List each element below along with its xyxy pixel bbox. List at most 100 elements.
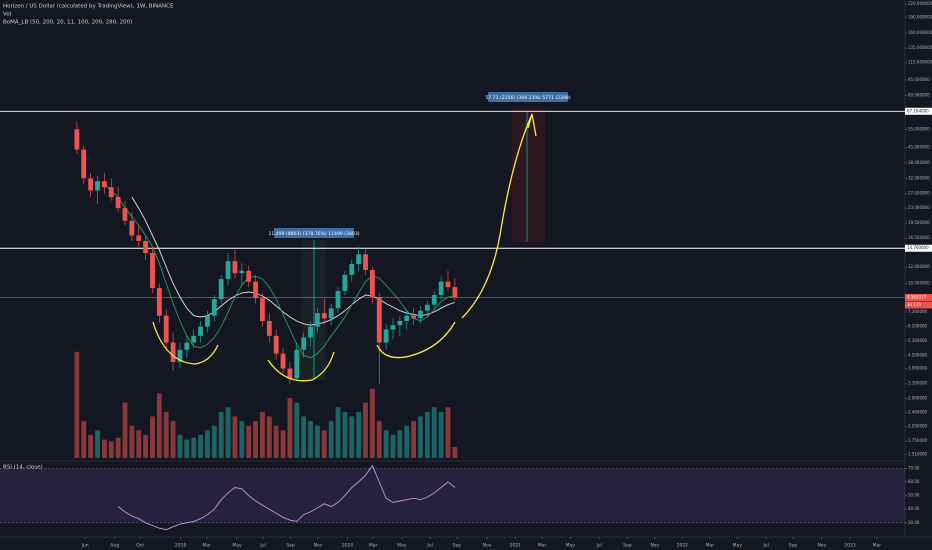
candle-body (342, 274, 348, 291)
candle-body (101, 181, 107, 188)
y-tick-label: 3.300000 (908, 381, 928, 386)
y-tick-label: 190.000000 (908, 14, 932, 19)
rsi-line (117, 464, 456, 531)
volume-bar (143, 434, 149, 458)
candle-body (95, 181, 100, 191)
level-tag (905, 293, 932, 301)
yellow-curve (376, 321, 456, 359)
drawings (152, 113, 537, 382)
annotation-box (274, 228, 354, 238)
candle-body (315, 313, 320, 327)
candle-body (418, 310, 423, 319)
x-tick-label: Mar (706, 543, 715, 549)
volume-bar (383, 430, 389, 458)
measure-box (512, 108, 545, 242)
y-tick-label: 3.900000 (908, 366, 928, 371)
volume-bar (280, 430, 286, 458)
volume-bar (342, 411, 348, 458)
indicator-label: Vol (3, 12, 12, 18)
y-tick-label: 135.000000 (908, 45, 932, 50)
yellow-curve (152, 321, 219, 365)
annotation: 57.71 (2356) (366.23%) 5771 (2398) (485, 95, 570, 101)
candle-body (431, 294, 437, 305)
volume-bar (431, 407, 437, 458)
candle-body (74, 129, 80, 150)
volume-bar (184, 439, 190, 458)
candle-body (211, 299, 217, 316)
volume-bar (232, 416, 238, 458)
x-tick-label: Mar (538, 543, 547, 549)
volume-bar (376, 421, 382, 458)
rsi-band (0, 468, 905, 523)
candle-body (232, 261, 238, 274)
level-tag (905, 107, 932, 115)
candle-body (143, 240, 149, 254)
x-tick-label: Mar (873, 543, 882, 549)
volume-bar (218, 411, 224, 458)
volume-bar (315, 425, 320, 458)
volume-bar (74, 351, 80, 458)
volume-bar (328, 421, 334, 458)
candle-body (266, 321, 272, 336)
countdown-tag (905, 301, 932, 309)
moving-average (104, 183, 455, 359)
rsi-tick-label: 70.00 (908, 465, 920, 470)
x-tick-label: May (733, 543, 743, 549)
x-tick-label: Nov (817, 543, 826, 549)
volume-bar (411, 421, 417, 458)
x-tick-label: Nov (650, 543, 659, 549)
candle-body (198, 326, 203, 336)
volume-bar (260, 411, 265, 458)
x-tick-label: Mar (203, 543, 212, 549)
candle-body (390, 325, 396, 330)
x-tick-label: Jul (426, 543, 432, 549)
volume-bar (369, 388, 375, 458)
candle-body (308, 326, 313, 338)
candle-body (411, 315, 417, 319)
volume-bar (438, 411, 444, 458)
y-tick-label: 23.000000 (908, 205, 930, 210)
chart-title: Horizen / US Dollar (calculated by Tradi… (3, 4, 174, 10)
x-tick-label: 2023 (844, 543, 856, 549)
volume-bar (163, 411, 169, 458)
y-tick-label: 38.000000 (908, 160, 930, 165)
rsi-tick-label: 50.00 (908, 493, 920, 498)
x-tick-label: May (397, 543, 407, 549)
candle-body (301, 337, 307, 350)
x-tick-label: Nov (483, 543, 492, 549)
volume-bar (424, 411, 430, 458)
volume-bar (246, 425, 252, 458)
y-tick-label: 32.000000 (908, 175, 930, 180)
y-tick-label: 12.000000 (908, 264, 930, 269)
volume-bar (321, 430, 327, 458)
volume-bar (177, 434, 183, 458)
candle-body (397, 321, 403, 326)
x-tick-label: Sep (286, 543, 295, 549)
candle-body (184, 342, 190, 350)
x-tick-label: Sep (623, 543, 632, 549)
candle-body (225, 261, 231, 280)
x-tick-label: Oct (136, 543, 144, 549)
rsi-tick-label: 30.00 (908, 520, 920, 525)
moving-average (131, 196, 456, 326)
candle-body (383, 329, 389, 343)
yellow-curve (267, 351, 335, 382)
volume-bar (308, 421, 313, 458)
y-tick-label: 6.200000 (908, 324, 928, 329)
volume-bar (108, 441, 114, 458)
volume-bar (418, 416, 423, 458)
volume-bar (356, 411, 362, 458)
candle-body (363, 254, 368, 271)
volume-bar (101, 439, 107, 458)
volume-bar (156, 393, 162, 458)
candle-body (328, 308, 334, 319)
volume-bar (253, 421, 258, 458)
x-tick-label: Jun (81, 543, 89, 549)
volume-bar (390, 434, 396, 458)
x-tick-label: Aug (110, 543, 119, 549)
candle-body (150, 253, 155, 289)
candle-body (335, 290, 341, 309)
